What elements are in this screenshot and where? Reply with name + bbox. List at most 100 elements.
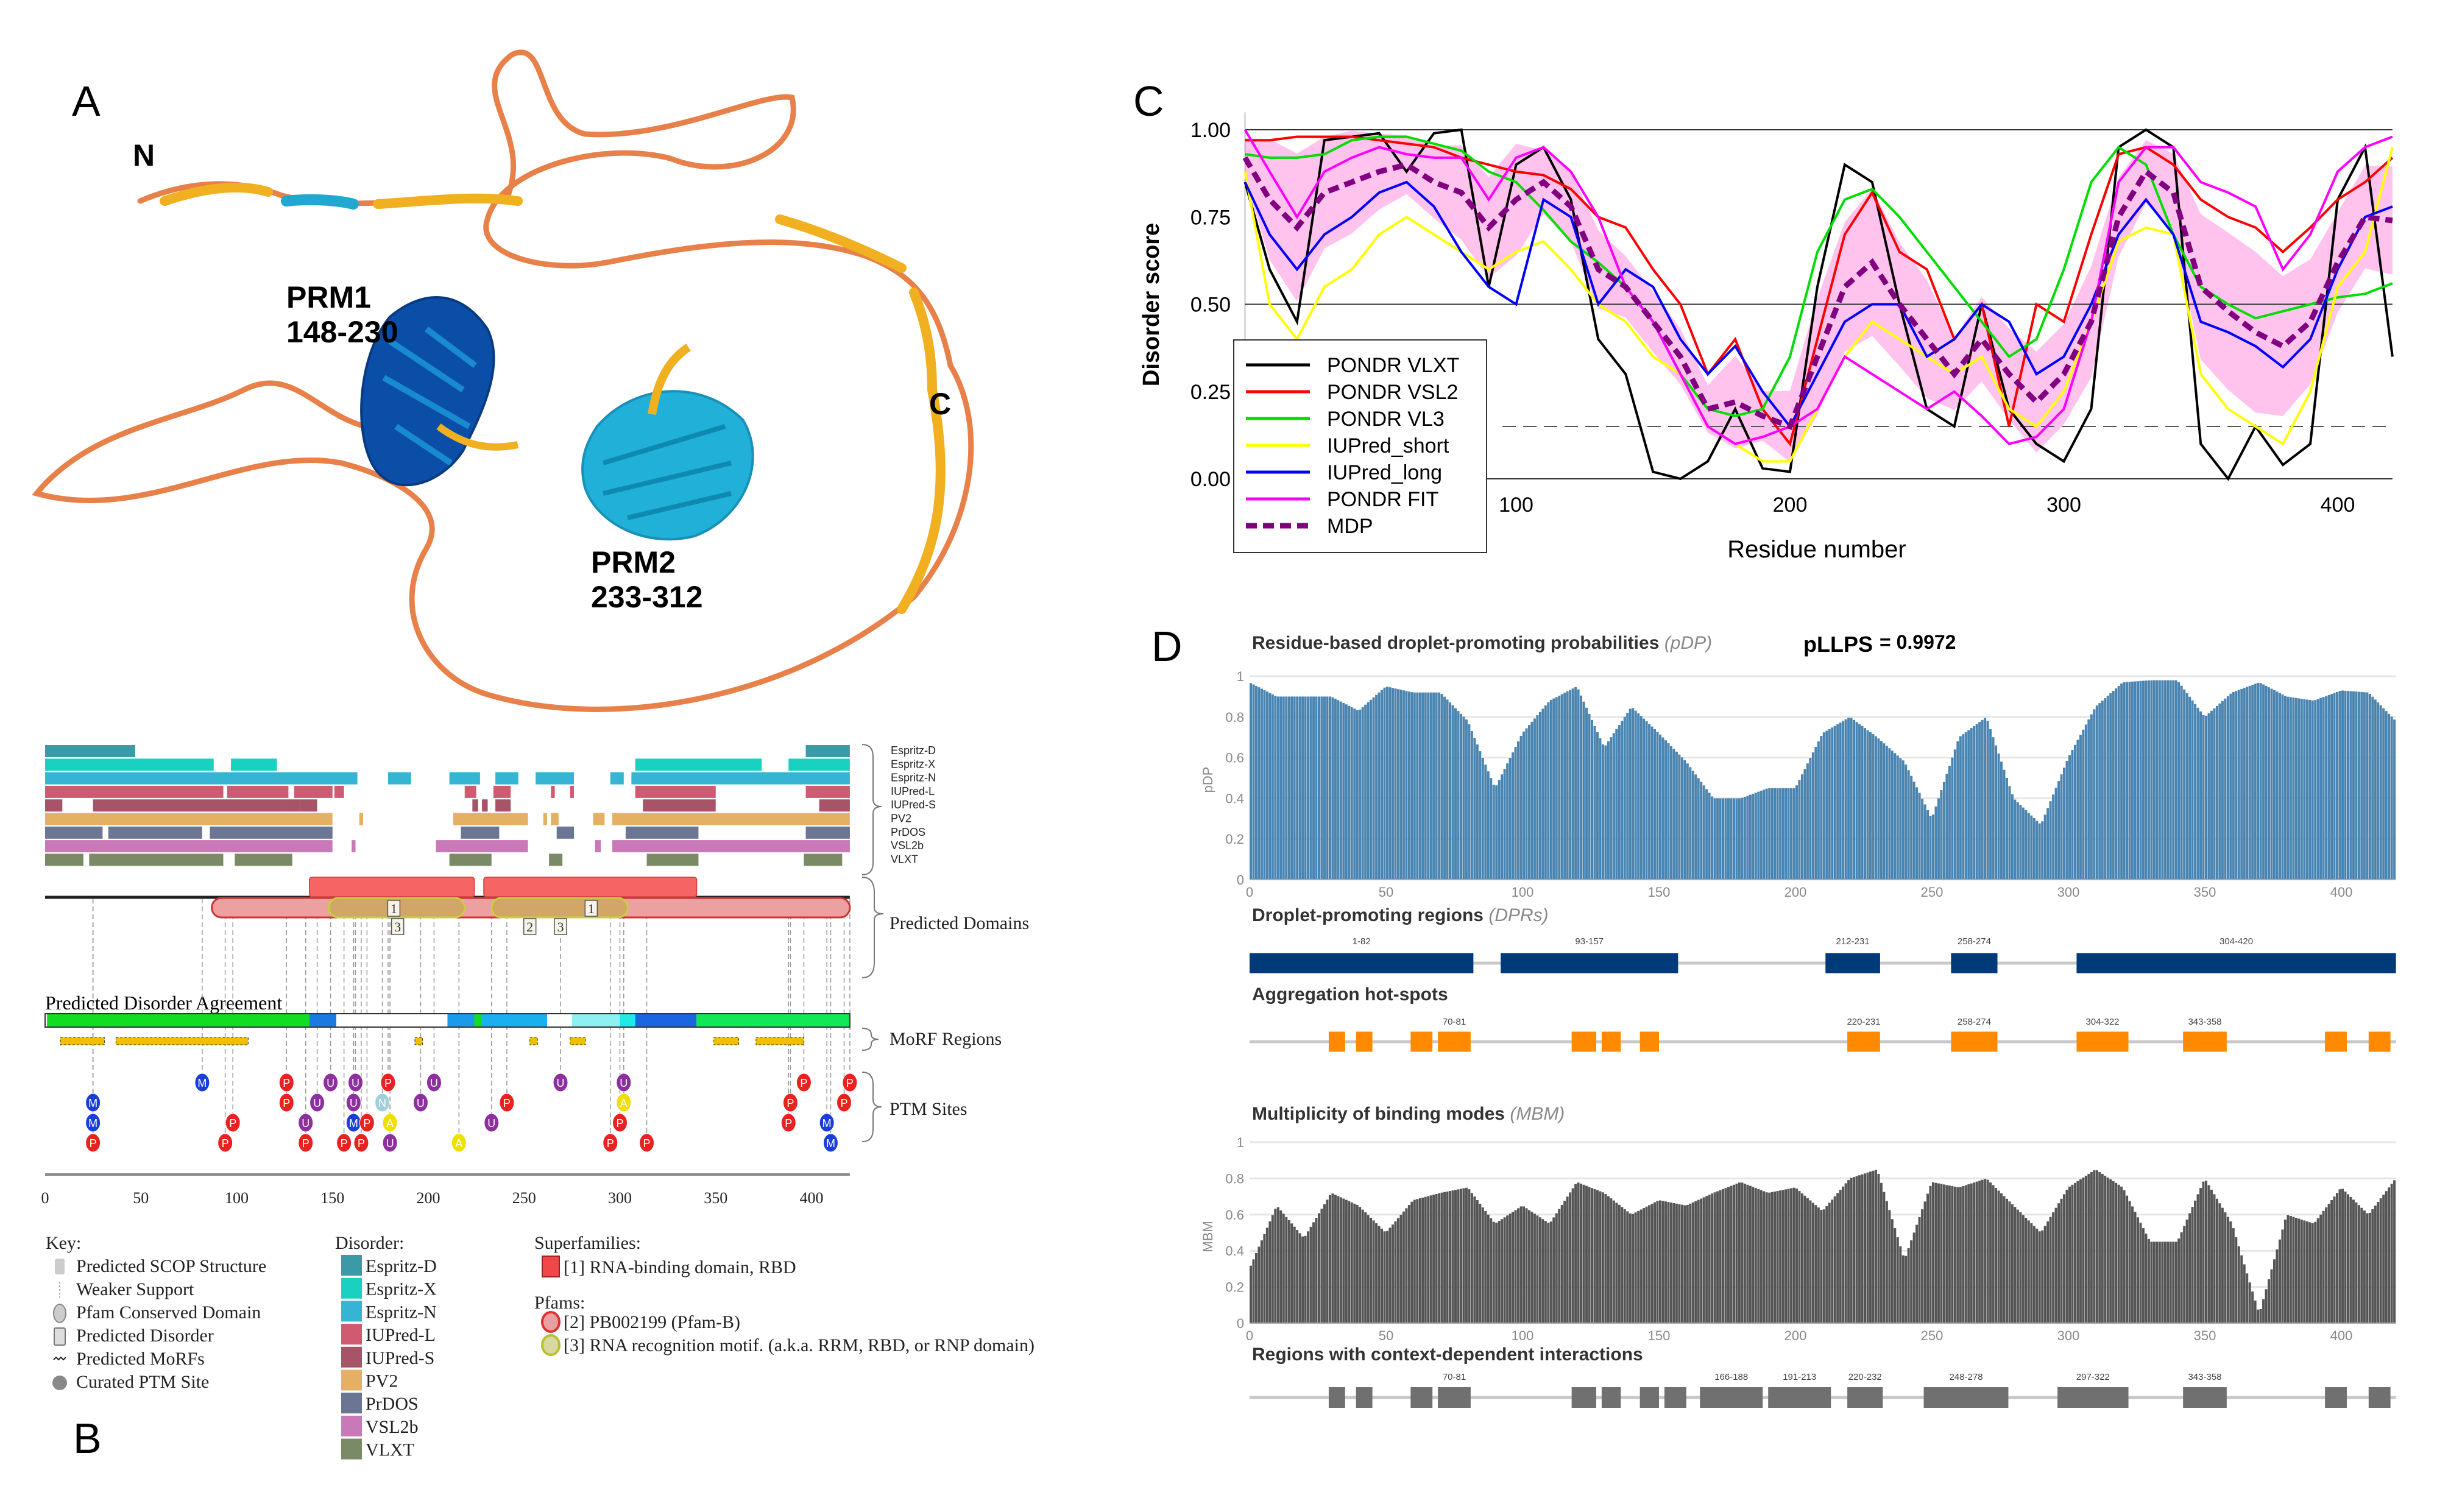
pdp-bar <box>2183 689 2186 880</box>
track-label: PrDOS <box>891 826 925 838</box>
pdp-bar <box>1784 788 1788 880</box>
pdp-bar <box>2303 699 2306 880</box>
pdp-bar <box>1527 725 1530 880</box>
dpr-region <box>1951 953 1998 973</box>
mbm-bar <box>1429 1195 1432 1323</box>
ctx-title: Regions with context-dependent interacti… <box>1252 1344 1643 1365</box>
mbm-bar <box>1396 1218 1399 1323</box>
disorder-track-segment <box>436 840 528 853</box>
mbm-bar <box>2207 1185 2210 1323</box>
pdp-bar <box>2063 768 2066 880</box>
ctx-region <box>1571 1387 1596 1408</box>
mbm-bar <box>1593 1189 1596 1323</box>
key-item: Predicted Disorder <box>76 1326 214 1346</box>
ptm-site-letter: P <box>846 1077 854 1089</box>
pdp-bar <box>1345 704 1348 880</box>
pdp-bar <box>2030 815 2033 880</box>
ctx-region <box>1356 1387 1373 1408</box>
mbm-bar <box>1989 1182 1992 1323</box>
pdp-bar <box>1569 690 1572 880</box>
pdp-bar <box>1342 702 1345 880</box>
pdp-bar <box>1618 725 1621 880</box>
agg-region-label: 343-358 <box>2188 1017 2221 1027</box>
pdp-bar <box>1599 738 1602 880</box>
pdp-bar <box>2224 698 2227 880</box>
pdp-bar <box>1855 722 1858 880</box>
pdp-bar <box>1953 749 1956 880</box>
pdp-bar <box>2011 794 2014 880</box>
mbm-bar <box>2379 1198 2382 1323</box>
mbm-bar <box>2166 1242 2170 1323</box>
mbm-bar <box>1811 1203 1814 1323</box>
disorder-legend-item: Espritz-D <box>366 1256 437 1276</box>
prm2-label: PRM2 <box>591 545 676 579</box>
pdp-bar <box>1610 737 1613 880</box>
mbm-bar <box>2087 1173 2090 1323</box>
mbm-bar <box>1743 1184 1746 1323</box>
mbm-bar <box>1334 1195 1337 1323</box>
pdp-bar <box>1517 741 1520 880</box>
ctx-region-label: 297-322 <box>2076 1372 2110 1382</box>
mbm-x-tick: 150 <box>1648 1328 1671 1343</box>
mbm-bar <box>1814 1205 1817 1323</box>
mbm-bar <box>1607 1196 1610 1323</box>
mbm-bar <box>2292 1217 2295 1323</box>
pdp-bar <box>1402 690 1405 880</box>
mbm-bar <box>2032 1226 2036 1323</box>
mbm-bar <box>1399 1215 1402 1323</box>
ctx-region <box>2183 1387 2227 1408</box>
pdp-bar <box>2278 693 2281 880</box>
mbm-bar <box>2188 1213 2191 1323</box>
mbm-bar <box>1632 1213 1635 1323</box>
mbm-bar <box>1833 1196 1836 1323</box>
pdp-y-tick: 0.6 <box>1225 751 1244 766</box>
pdp-bar <box>1443 696 1446 880</box>
pdp-bar <box>1381 690 1384 880</box>
pdp-bar <box>1536 715 1539 880</box>
pdp-bar <box>1800 774 1803 880</box>
mbm-title-text: Multiplicity of binding modes <box>1252 1104 1505 1124</box>
mbm-bar <box>1708 1195 1711 1323</box>
pdp-bar <box>1410 692 1413 880</box>
morf-icon <box>53 1356 66 1361</box>
mbm-bar <box>1667 1202 1670 1323</box>
pdp-bar <box>2325 696 2328 880</box>
mbm-bar <box>1809 1200 1812 1323</box>
mbm-bar <box>2142 1228 2145 1323</box>
pdp-bar <box>1293 696 1296 880</box>
pdp-bar <box>1989 729 1992 880</box>
pdp-bar <box>1790 788 1793 880</box>
pdp-bar <box>1454 708 1457 880</box>
pdp-bar <box>1768 788 1771 880</box>
dpr-region-label: 258-274 <box>1958 936 1991 947</box>
pdp-bar <box>2251 685 2254 880</box>
pdp-bar <box>1552 698 1555 880</box>
pdp-bar <box>2117 686 2120 880</box>
mbm-bar <box>1307 1231 1310 1323</box>
disorder-track-segment <box>543 813 547 825</box>
pdp-bar <box>2166 680 2170 880</box>
mbm-bar <box>1615 1203 1618 1323</box>
disorder-track-segment <box>449 772 480 785</box>
disorder-track-segment <box>45 813 333 825</box>
pdp-bar <box>1752 793 1755 880</box>
mbm-y-tick: 0.4 <box>1225 1243 1244 1259</box>
pdp-bar <box>1702 785 1705 880</box>
mbm-bar <box>2194 1200 2197 1323</box>
domain-flag <box>554 918 567 935</box>
mbm-bar <box>2319 1214 2322 1323</box>
mbm-bar <box>1680 1204 1683 1323</box>
mbm-bar <box>2003 1196 2006 1323</box>
pdp-bar <box>2000 761 2003 880</box>
mbm-bar <box>2385 1191 2388 1323</box>
mbm-bar <box>2054 1207 2057 1323</box>
mbm-bar <box>2305 1221 2308 1323</box>
ptm-site-letter: U <box>327 1077 334 1089</box>
pdp-bar <box>1623 716 1626 880</box>
ptm-site-marker <box>278 1093 294 1112</box>
legend-label: IUPred_short <box>1327 434 1449 457</box>
ctx-region <box>1438 1387 1471 1408</box>
pdp-bar <box>1978 722 1981 880</box>
pdp-bar <box>1263 690 1266 880</box>
